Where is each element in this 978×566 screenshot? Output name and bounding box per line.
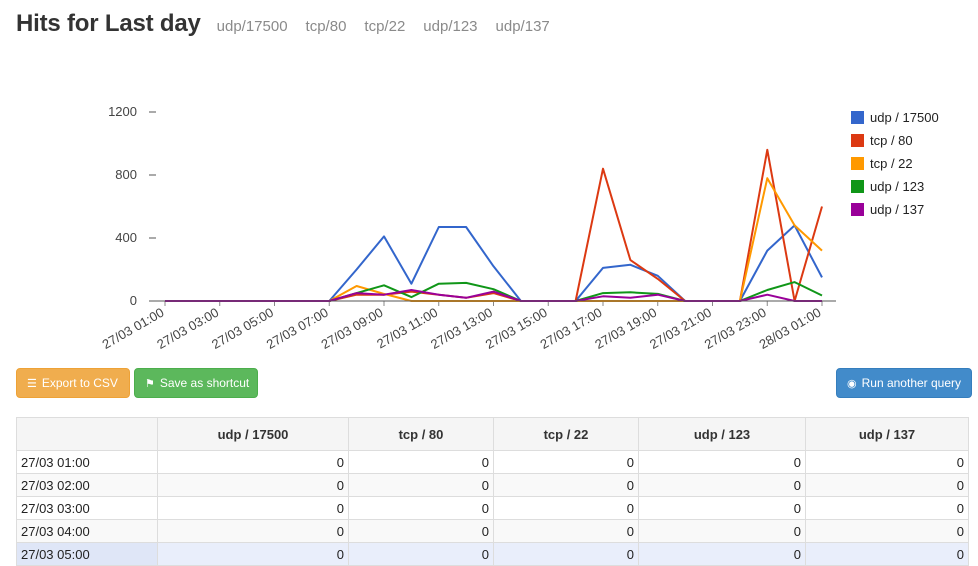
table-cell: 0 xyxy=(805,496,969,520)
hits-table: udp / 17500 tcp / 80 tcp / 22 udp / 123 … xyxy=(16,417,969,566)
table-cell: 0 xyxy=(157,496,349,520)
series-line-tcp-80 xyxy=(165,148,823,302)
x-tick-label: 27/03 21:00 xyxy=(647,305,714,352)
legend-swatch xyxy=(851,111,864,124)
table-header-cell: udp / 137 xyxy=(805,417,969,451)
port-link-udp17500[interactable]: udp/17500 xyxy=(216,18,288,35)
port-link-udp137[interactable]: udp/137 xyxy=(495,18,550,35)
legend-swatch xyxy=(851,157,864,170)
legend-label: udp / 123 xyxy=(870,179,924,194)
table-cell: 0 xyxy=(493,473,639,497)
y-tick-label: 0 xyxy=(130,293,137,308)
x-tick-label: 27/03 17:00 xyxy=(538,305,605,352)
y-tick-label: 400 xyxy=(115,230,137,245)
series-line-tcp-22 xyxy=(165,177,823,302)
legend-label: udp / 137 xyxy=(870,202,924,217)
table-cell: 0 xyxy=(638,519,806,543)
table-row: 27/03 01:00 0 0 0 0 0 xyxy=(16,450,969,474)
table-cell: 0 xyxy=(805,450,969,474)
table-cell: 27/03 01:00 xyxy=(16,450,158,474)
table-cell: 0 xyxy=(157,473,349,497)
table-row: 27/03 05:00 0 0 0 0 0 xyxy=(16,542,969,566)
table-row: 27/03 02:00 0 0 0 0 0 xyxy=(16,473,969,497)
table-header-cell: tcp / 22 xyxy=(493,417,639,451)
table-header-cell: udp / 17500 xyxy=(157,417,349,451)
legend-label: udp / 17500 xyxy=(870,110,939,125)
table-cell: 0 xyxy=(638,496,806,520)
table-cell: 0 xyxy=(493,519,639,543)
table-cell: 0 xyxy=(493,450,639,474)
y-tick-label: 1200 xyxy=(108,104,137,119)
table-cell: 0 xyxy=(157,542,349,566)
y-tick-label: 800 xyxy=(115,167,137,182)
table-cell: 0 xyxy=(493,496,639,520)
table-cell: 27/03 05:00 xyxy=(16,542,158,566)
dashboard-icon: ◉ xyxy=(847,377,857,390)
legend-swatch xyxy=(851,180,864,193)
run-query-label: Run another query xyxy=(861,376,962,390)
x-tick-label: 27/03 07:00 xyxy=(264,305,331,352)
x-tick-label: 28/03 01:00 xyxy=(757,305,824,352)
port-link-tcp80[interactable]: tcp/80 xyxy=(305,18,347,35)
export-csv-button[interactable]: ☰ Export to CSV xyxy=(16,368,130,398)
table-cell: 27/03 04:00 xyxy=(16,519,158,543)
table-cell: 0 xyxy=(805,519,969,543)
table-row: 27/03 04:00 0 0 0 0 0 xyxy=(16,519,969,543)
table-cell: 0 xyxy=(638,450,806,474)
table-cell: 0 xyxy=(348,519,494,543)
legend-label: tcp / 22 xyxy=(870,156,913,171)
bookmark-icon: ⚑ xyxy=(145,377,155,390)
export-csv-label: Export to CSV xyxy=(41,376,118,390)
x-tick-label: 27/03 09:00 xyxy=(319,305,386,352)
legend-swatch xyxy=(851,134,864,147)
run-query-button[interactable]: ◉ Run another query xyxy=(836,368,972,398)
table-cell: 0 xyxy=(638,542,806,566)
table-header-cell: tcp / 80 xyxy=(348,417,494,451)
page-header: Hits for Last day udp/17500 tcp/80 tcp/2… xyxy=(16,10,568,44)
table-cell: 0 xyxy=(157,519,349,543)
table-cell: 0 xyxy=(638,473,806,497)
port-link-tcp22[interactable]: tcp/22 xyxy=(364,18,406,35)
legend-label: tcp / 80 xyxy=(870,133,913,148)
x-tick-label: 27/03 13:00 xyxy=(428,305,495,352)
table-row: 27/03 03:00 0 0 0 0 0 xyxy=(16,496,969,520)
x-tick-label: 27/03 01:00 xyxy=(100,305,167,352)
x-tick-label: 27/03 15:00 xyxy=(483,305,550,352)
table-cell: 0 xyxy=(348,542,494,566)
x-tick-label: 27/03 19:00 xyxy=(592,305,659,352)
table-cell: 0 xyxy=(348,496,494,520)
x-tick-label: 27/03 03:00 xyxy=(154,305,221,352)
table-cell: 0 xyxy=(348,473,494,497)
table-cell: 27/03 02:00 xyxy=(16,473,158,497)
table-header-cell: udp / 123 xyxy=(638,417,806,451)
save-shortcut-label: Save as shortcut xyxy=(159,376,250,390)
x-tick-label: 27/03 05:00 xyxy=(209,305,276,352)
list-icon: ☰ xyxy=(27,377,37,390)
table-header-row: udp / 17500 tcp / 80 tcp / 22 udp / 123 … xyxy=(16,417,969,451)
table-cell: 0 xyxy=(157,450,349,474)
table-cell: 27/03 03:00 xyxy=(16,496,158,520)
legend-swatch xyxy=(851,203,864,216)
port-link-udp123[interactable]: udp/123 xyxy=(423,18,478,35)
table-cell: 0 xyxy=(348,450,494,474)
table-header-cell xyxy=(16,417,158,451)
save-shortcut-button[interactable]: ⚑ Save as shortcut xyxy=(134,368,258,398)
table-cell: 0 xyxy=(805,473,969,497)
series-line-udp-137 xyxy=(165,289,822,302)
table-cell: 0 xyxy=(493,542,639,566)
table-cell: 0 xyxy=(805,542,969,566)
page-title: Hits for Last day xyxy=(16,10,201,37)
x-tick-label: 27/03 23:00 xyxy=(702,305,769,352)
